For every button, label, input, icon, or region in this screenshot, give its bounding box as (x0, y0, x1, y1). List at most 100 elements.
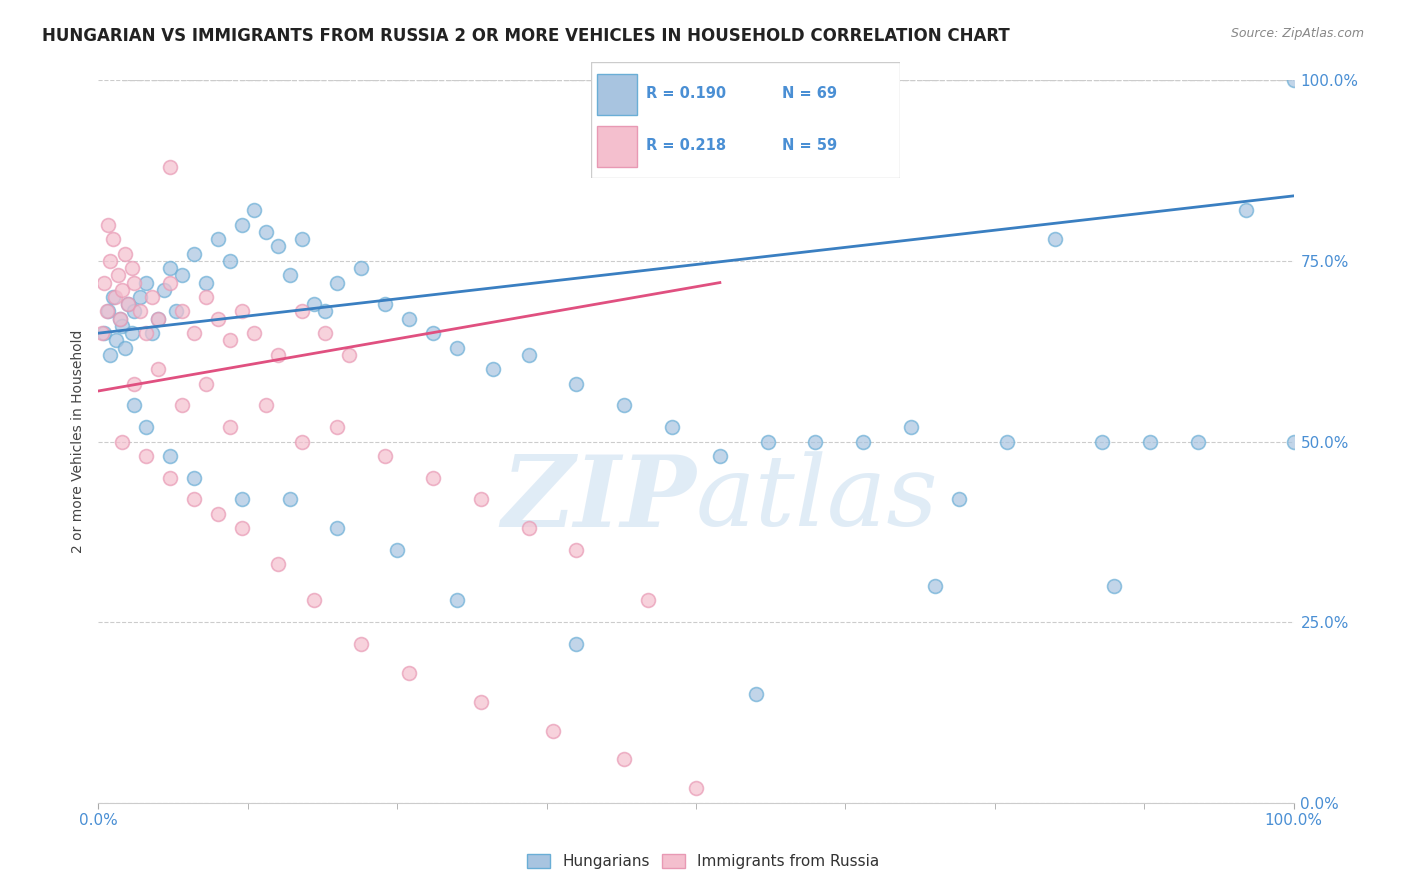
Point (326, 276, 349, 290)
Point (661, 420, 683, 434)
Point (745, 687, 768, 701)
Point (93, 326, 115, 341)
Point (254, 398, 277, 412)
Point (995, 434, 1018, 449)
Point (165, 304, 187, 318)
Point (385, 542, 409, 557)
Point (565, 376, 588, 391)
Point (159, 449, 181, 463)
Point (159, 160, 181, 174)
Point (756, 434, 779, 449)
Point (804, 434, 827, 449)
Point (91, 326, 114, 341)
Point (948, 492, 970, 507)
Point (278, 268, 301, 283)
Point (1104, 579, 1126, 593)
Y-axis label: 2 or more Vehicles in Household: 2 or more Vehicles in Household (70, 330, 84, 553)
Legend: Hungarians, Immigrants from Russia: Hungarians, Immigrants from Russia (520, 848, 886, 875)
Point (141, 290, 163, 304)
Point (398, 665, 420, 680)
Point (207, 311, 229, 326)
Point (101, 290, 124, 304)
Text: N = 59: N = 59 (782, 138, 838, 153)
Point (107, 268, 129, 283)
Point (219, 253, 242, 268)
Text: N = 69: N = 69 (782, 87, 838, 102)
Text: HUNGARIAN VS IMMIGRANTS FROM RUSSIA 2 OR MORE VEHICLES IN HOUSEHOLD CORRELATION : HUNGARIAN VS IMMIGRANTS FROM RUSSIA 2 OR… (42, 27, 1010, 45)
Point (108, 311, 131, 326)
Point (924, 579, 946, 593)
Point (219, 420, 242, 434)
Point (111, 283, 134, 297)
Point (141, 326, 163, 341)
Point (852, 434, 875, 449)
Point (482, 362, 505, 376)
Point (350, 261, 373, 276)
Point (96, 304, 118, 318)
Point (183, 326, 205, 341)
Point (97, 304, 120, 318)
Point (117, 297, 139, 311)
Point (613, 398, 636, 412)
Point (172, 268, 194, 283)
Point (339, 348, 361, 362)
FancyBboxPatch shape (596, 74, 637, 114)
Point (129, 290, 152, 304)
Point (243, 326, 266, 341)
Text: R = 0.218: R = 0.218 (647, 138, 727, 153)
Point (685, 781, 707, 796)
Point (470, 695, 492, 709)
Point (1282, 73, 1305, 87)
Point (231, 304, 253, 318)
Point (153, 283, 176, 297)
Point (124, 276, 146, 290)
Point (302, 297, 325, 311)
Point (195, 376, 218, 391)
Point (148, 311, 170, 326)
Point (148, 362, 170, 376)
Point (565, 542, 588, 557)
Point (315, 326, 337, 341)
Point (183, 492, 205, 507)
Point (291, 434, 314, 449)
Point (207, 507, 229, 521)
Point (219, 334, 242, 348)
Text: ZIP: ZIP (501, 451, 696, 548)
Point (183, 471, 205, 485)
Point (124, 376, 146, 391)
Point (117, 297, 139, 311)
Point (302, 593, 325, 607)
Point (1043, 232, 1066, 246)
Point (121, 261, 143, 276)
Point (231, 521, 253, 535)
Point (1282, 434, 1305, 449)
Point (422, 471, 444, 485)
Point (398, 311, 420, 326)
Point (291, 232, 314, 246)
Point (114, 246, 136, 260)
Point (121, 326, 143, 341)
Point (517, 348, 540, 362)
Point (278, 492, 301, 507)
Point (135, 276, 157, 290)
Point (267, 348, 290, 362)
Point (195, 276, 218, 290)
Point (1234, 203, 1257, 218)
Point (159, 471, 181, 485)
Point (207, 232, 229, 246)
Point (98, 253, 122, 268)
Point (183, 246, 205, 260)
Point (267, 239, 290, 253)
Point (172, 304, 194, 318)
Point (541, 723, 564, 738)
Point (93, 276, 115, 290)
Point (446, 593, 468, 607)
Point (470, 492, 492, 507)
Point (613, 752, 636, 766)
Point (129, 304, 152, 318)
Point (114, 341, 136, 355)
Point (374, 449, 396, 463)
Point (111, 434, 134, 449)
FancyBboxPatch shape (591, 62, 900, 178)
Text: R = 0.190: R = 0.190 (647, 87, 727, 102)
